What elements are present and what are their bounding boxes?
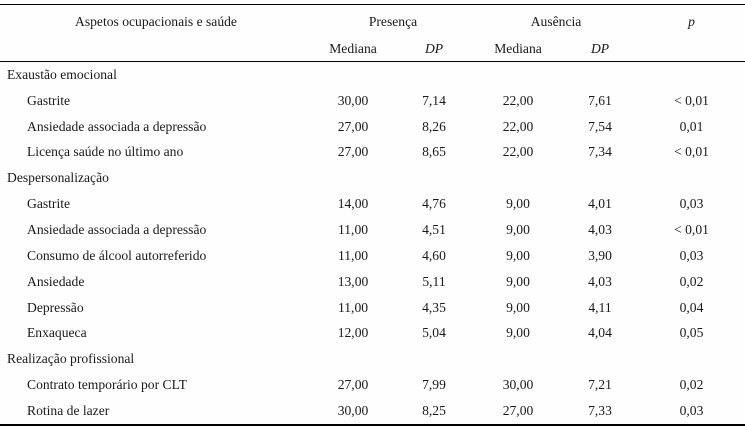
- p-value: 0,01: [679, 118, 704, 134]
- row-label: Consumo de álcool autorreferido: [27, 247, 207, 263]
- presenca-mediana-value: 11,00: [337, 221, 369, 237]
- p-value: < 0,01: [674, 92, 709, 108]
- ausencia-mediana-value: 9,00: [506, 196, 530, 212]
- ausencia-mediana-value: 30,00: [502, 377, 534, 393]
- presenca-dp-value: 4,35: [422, 299, 446, 315]
- ausencia-mediana-value: 9,00: [506, 325, 530, 341]
- p-value: 0,03: [679, 247, 704, 263]
- ausencia-mediana-value: 22,00: [502, 92, 534, 108]
- col-header-presenca-dp: DP: [394, 36, 474, 62]
- ausencia-mediana-value: 27,00: [502, 402, 534, 418]
- presenca-mediana-value: 30,00: [337, 402, 369, 418]
- row-label: Ansiedade associada a depressão: [27, 221, 207, 237]
- ausencia-mediana-value: 9,00: [506, 221, 530, 237]
- presenca-mediana-value: 27,00: [337, 118, 369, 134]
- presenca-dp-value: 4,76: [422, 196, 446, 212]
- presenca-dp-value: 8,25: [422, 402, 446, 418]
- row-label: Depressão: [27, 299, 84, 315]
- table-row: Rotina de lazer 30,00 8,25 27,00 7,33 0,03: [0, 398, 745, 425]
- occupational-health-statistics-table: Aspetos ocupacionais e saúde Presença Au…: [0, 4, 745, 426]
- row-label: Ansiedade associada a depressão: [27, 118, 207, 134]
- ausencia-mediana-value: 9,00: [506, 273, 530, 289]
- table-row: Depressão 11,00 4,35 9,00 4,11 0,04: [0, 295, 745, 321]
- ausencia-dp-value: 4,04: [588, 325, 612, 341]
- p-value: < 0,01: [674, 144, 709, 160]
- empty-header-cell: [0, 36, 312, 62]
- empty-header-cell: [638, 36, 745, 62]
- row-label: Ansiedade: [27, 273, 85, 289]
- group-header-row: Aspetos ocupacionais e saúde Presença Au…: [0, 5, 745, 37]
- presenca-mediana-value: 11,00: [337, 299, 369, 315]
- table-row: Contrato temporário por CLT 27,00 7,99 30,0…: [0, 372, 745, 398]
- ausencia-mediana-value: 22,00: [502, 144, 534, 160]
- presenca-mediana-value: 27,00: [337, 377, 369, 393]
- table-row: Enxaqueca 12,00 5,04 9,00 4,04 0,05: [0, 320, 745, 346]
- ausencia-dp-value: 4,03: [588, 273, 612, 289]
- section-title: Realização profissional: [7, 351, 135, 367]
- section-title: Despersonalização: [7, 170, 109, 186]
- col-header-ausencia-mediana: Mediana: [474, 36, 562, 62]
- presenca-dp-value: 8,65: [422, 144, 446, 160]
- row-label: Licença saúde no último ano: [27, 144, 184, 160]
- row-label: Enxaqueca: [27, 325, 87, 341]
- p-value: 0,05: [679, 325, 704, 341]
- table-body: Exaustão emocional Gastrite 30,00 7,14 22,00…: [0, 62, 745, 425]
- presenca-mediana-value: 14,00: [337, 196, 369, 212]
- col-group-ausencia: Ausência: [530, 13, 582, 29]
- presenca-mediana-value: 11,00: [337, 247, 369, 263]
- table-row: Ansiedade 13,00 5,11 9,00 4,03 0,02: [0, 269, 745, 295]
- ausencia-dp-value: 7,21: [588, 377, 612, 393]
- table-row: Gastrite 30,00 7,14 22,00 7,61 < 0,01: [0, 88, 745, 114]
- table-header: Aspetos ocupacionais e saúde Presença Au…: [0, 5, 745, 62]
- ausencia-dp-value: 4,03: [588, 221, 612, 237]
- section-title: Exaustão emocional: [7, 66, 117, 82]
- p-value: 0,02: [679, 273, 704, 289]
- ausencia-mediana-value: 9,00: [506, 247, 530, 263]
- row-label: Gastrite: [27, 196, 71, 212]
- ausencia-dp-value: 7,54: [588, 118, 612, 134]
- section-header-row: Exaustão emocional: [0, 62, 745, 88]
- p-value: 0,04: [679, 299, 704, 315]
- p-value: 0,03: [679, 196, 704, 212]
- ausencia-dp-value: 7,33: [588, 402, 612, 418]
- ausencia-dp-value: 7,61: [588, 92, 612, 108]
- presenca-mediana-value: 12,00: [337, 325, 369, 341]
- presenca-dp-value: 7,14: [422, 92, 446, 108]
- section-header-row: Realização profissional: [0, 346, 745, 372]
- ausencia-dp-value: 4,11: [588, 299, 612, 315]
- col-group-presenca: Presença: [368, 13, 418, 29]
- ausencia-dp-value: 4,01: [588, 196, 612, 212]
- presenca-mediana-value: 30,00: [337, 92, 369, 108]
- ausencia-mediana-value: 22,00: [502, 118, 534, 134]
- p-value: < 0,01: [674, 221, 709, 237]
- table-row: Gastrite 14,00 4,76 9,00 4,01 0,03: [0, 191, 745, 217]
- col-header-ausencia-dp: DP: [562, 36, 638, 62]
- presenca-dp-value: 5,11: [422, 273, 446, 289]
- ausencia-dp-value: 7,34: [588, 144, 612, 160]
- ausencia-dp-value: 3,90: [588, 247, 612, 263]
- table-row: Ansiedade associada a depressão 27,00 8,26…: [0, 114, 745, 140]
- presenca-mediana-value: 13,00: [337, 273, 369, 289]
- row-label: Contrato temporário por CLT: [27, 377, 187, 393]
- col-header-aspects: Aspetos ocupacionais e saúde: [75, 13, 237, 29]
- col-header-presenca-mediana: Mediana: [312, 36, 394, 62]
- col-header-p: p: [688, 13, 695, 29]
- presenca-dp-value: 4,60: [422, 247, 446, 263]
- table-row: Ansiedade associada a depressão 11,00 4,51…: [0, 217, 745, 243]
- p-value: 0,03: [679, 402, 704, 418]
- presenca-dp-value: 5,04: [422, 325, 446, 341]
- presenca-mediana-value: 27,00: [337, 144, 369, 160]
- table-row: Consumo de álcool autorreferido 11,00 4,60…: [0, 243, 745, 269]
- presenca-dp-value: 7,99: [422, 377, 446, 393]
- table-row: Licença saúde no último ano 27,00 8,65 22,0…: [0, 140, 745, 166]
- ausencia-mediana-value: 9,00: [506, 299, 530, 315]
- presenca-dp-value: 4,51: [422, 221, 446, 237]
- section-header-row: Despersonalização: [0, 165, 745, 191]
- p-value: 0,02: [679, 377, 704, 393]
- sub-header-row: Mediana DP Mediana DP: [0, 36, 745, 62]
- row-label: Rotina de lazer: [27, 402, 110, 418]
- presenca-dp-value: 8,26: [422, 118, 446, 134]
- row-label: Gastrite: [27, 92, 71, 108]
